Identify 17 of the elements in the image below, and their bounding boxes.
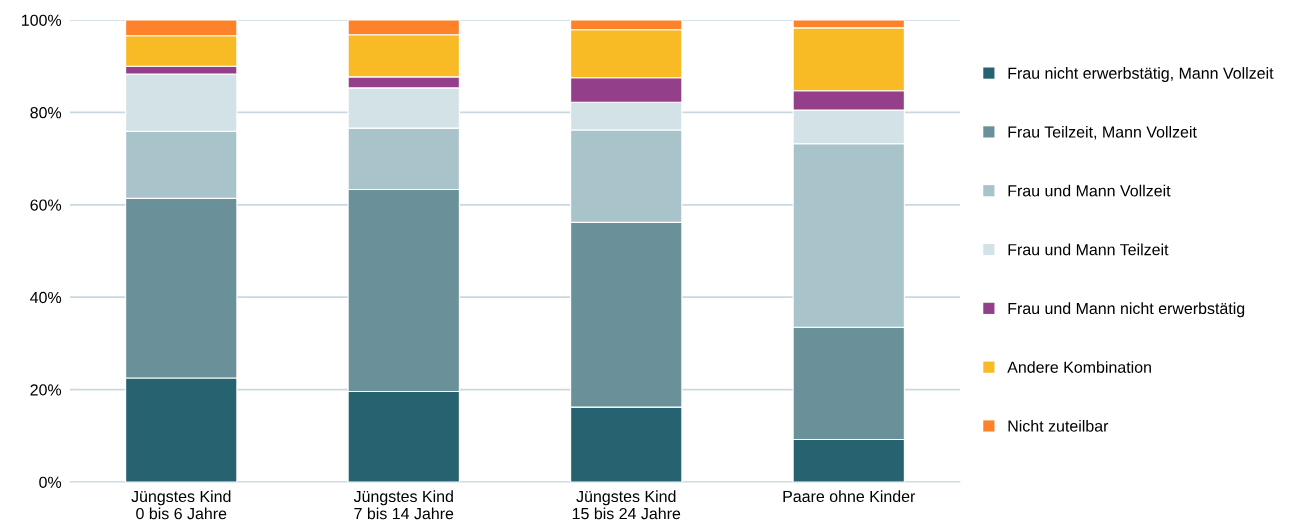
legend-label: Frau und Mann Teilzeit: [1008, 243, 1169, 256]
legend-label: Frau Teilzeit, Mann Vollzeit: [1008, 125, 1197, 140]
x-tick-label: Paare ohne Kinder: [783, 490, 916, 503]
legend-label: Nicht zuteilbar: [1008, 419, 1109, 432]
legend-label: Frau und Mann nicht erwerbstätig: [1008, 302, 1245, 318]
y-tick-label: 100%: [22, 14, 62, 26]
x-tick-label: Jüngstes Kind 15 bis 24 Jahre: [572, 490, 681, 520]
legend-label: Frau und Mann Vollzeit: [1008, 184, 1171, 197]
y-tick-label: 60%: [30, 199, 62, 211]
y-tick-label: 80%: [30, 107, 62, 119]
y-tick-label: 20%: [30, 384, 62, 396]
legend-label: Frau nicht erwerbstätig, Mann Vollzeit: [1008, 67, 1274, 83]
y-tick-label: 0%: [39, 476, 62, 488]
legend-label: Andere Kombination: [1007, 361, 1151, 373]
x-tick-label: Jüngstes Kind 7 bis 14 Jahre: [353, 490, 454, 520]
x-tick-label: Jüngstes Kind 0 bis 6 Jahre: [131, 490, 231, 520]
y-tick-label: 40%: [30, 291, 62, 304]
